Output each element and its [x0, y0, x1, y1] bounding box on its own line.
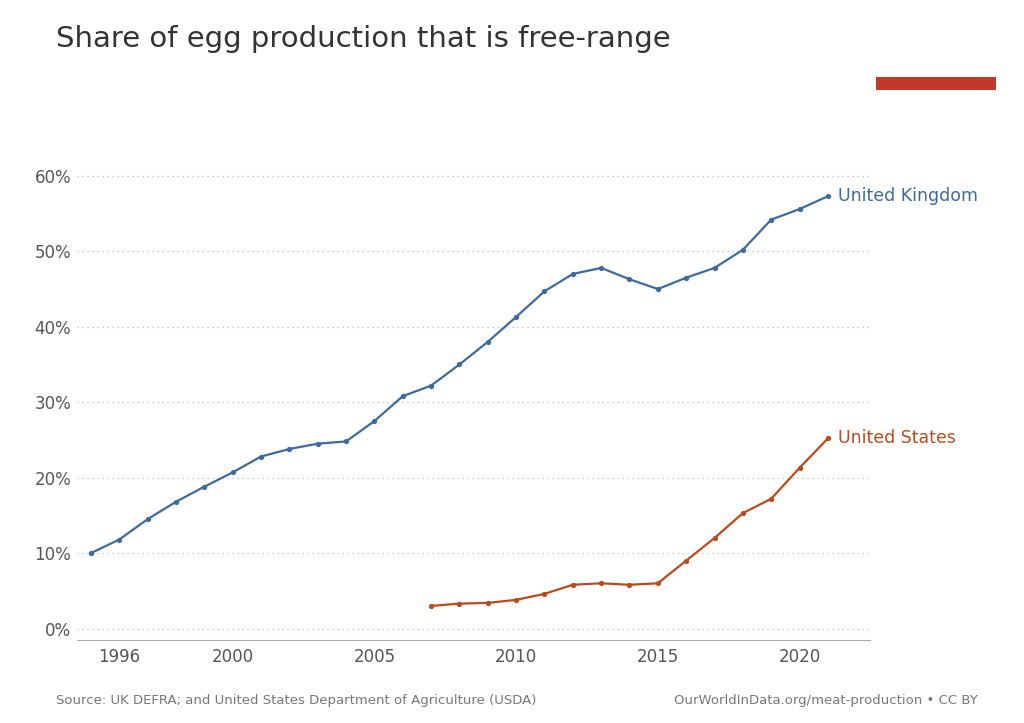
Text: Our World: Our World — [902, 38, 970, 51]
Text: in Data: in Data — [912, 58, 959, 71]
Bar — [876, 77, 996, 90]
Text: Source: UK DEFRA; and United States Department of Agriculture (USDA): Source: UK DEFRA; and United States Depa… — [56, 694, 537, 707]
Text: OurWorldInData.org/meat-production • CC BY: OurWorldInData.org/meat-production • CC … — [674, 694, 978, 707]
Text: United Kingdom: United Kingdom — [838, 187, 978, 205]
Text: United States: United States — [838, 429, 955, 448]
Text: Share of egg production that is free-range: Share of egg production that is free-ran… — [56, 25, 671, 54]
